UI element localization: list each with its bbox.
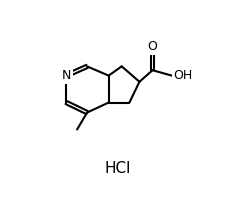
Text: OH: OH bbox=[173, 69, 192, 82]
Text: O: O bbox=[147, 40, 157, 53]
Text: N: N bbox=[61, 69, 71, 82]
Text: HCl: HCl bbox=[104, 161, 131, 176]
